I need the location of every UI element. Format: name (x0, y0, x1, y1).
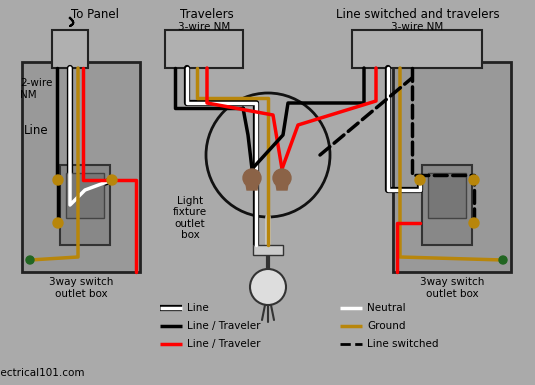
Circle shape (469, 175, 479, 185)
Text: electrical101.com: electrical101.com (0, 368, 85, 378)
Text: Line switched: Line switched (367, 339, 439, 349)
Circle shape (273, 169, 291, 187)
Polygon shape (245, 178, 259, 190)
FancyBboxPatch shape (428, 173, 466, 218)
Polygon shape (275, 178, 289, 190)
Text: Line: Line (24, 124, 49, 137)
Circle shape (499, 256, 507, 264)
FancyBboxPatch shape (422, 165, 472, 245)
Text: To Panel: To Panel (71, 8, 119, 22)
Text: Line / Traveler: Line / Traveler (187, 339, 261, 349)
FancyBboxPatch shape (165, 30, 243, 68)
Circle shape (469, 218, 479, 228)
Text: Travelers: Travelers (180, 8, 234, 22)
FancyBboxPatch shape (66, 173, 104, 218)
Text: Neutral: Neutral (367, 303, 406, 313)
Circle shape (53, 218, 63, 228)
Circle shape (250, 269, 286, 305)
Text: Light
fixture
outlet
box: Light fixture outlet box (173, 196, 207, 240)
FancyBboxPatch shape (393, 62, 511, 272)
FancyBboxPatch shape (352, 30, 482, 68)
Circle shape (206, 93, 330, 217)
Text: Line switched and travelers: Line switched and travelers (336, 8, 500, 22)
FancyBboxPatch shape (22, 62, 140, 272)
Circle shape (107, 175, 117, 185)
Text: Ground: Ground (367, 321, 406, 331)
Text: 3way switch
outlet box: 3way switch outlet box (420, 277, 484, 299)
Text: Line / Traveler: Line / Traveler (187, 321, 261, 331)
FancyBboxPatch shape (60, 165, 110, 245)
Text: Line: Line (187, 303, 209, 313)
Circle shape (53, 175, 63, 185)
FancyBboxPatch shape (253, 245, 283, 255)
Text: 3-wire NM: 3-wire NM (391, 22, 443, 32)
Circle shape (243, 169, 261, 187)
Text: 3-wire NM: 3-wire NM (178, 22, 230, 32)
Text: 2-wire
NM: 2-wire NM (20, 78, 52, 100)
Circle shape (26, 256, 34, 264)
FancyBboxPatch shape (52, 30, 88, 68)
Text: 3way switch
outlet box: 3way switch outlet box (49, 277, 113, 299)
Circle shape (415, 175, 425, 185)
